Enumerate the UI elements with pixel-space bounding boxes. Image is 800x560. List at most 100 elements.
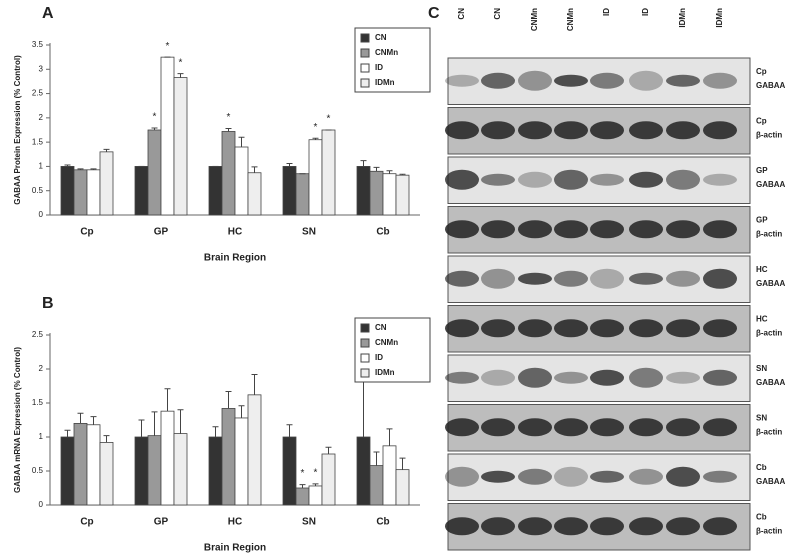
row-region: SN xyxy=(756,414,767,423)
row-region: Cb xyxy=(756,463,767,472)
bar xyxy=(382,445,397,506)
blot-band xyxy=(518,517,552,536)
blot-band xyxy=(666,371,700,384)
blot-band xyxy=(666,466,700,487)
blot-band xyxy=(518,171,552,188)
bar xyxy=(208,166,223,216)
y-tick-label: 0.5 xyxy=(32,186,44,195)
bar xyxy=(73,422,88,506)
blot-band xyxy=(590,369,624,386)
error-bar xyxy=(90,416,97,425)
x-tick-label: GP xyxy=(154,227,169,238)
error-bar xyxy=(360,160,367,167)
bar xyxy=(247,172,262,216)
blot-band xyxy=(518,319,552,338)
blot-band xyxy=(703,319,737,338)
row-protein: β-actin xyxy=(756,329,782,338)
row-region: GP xyxy=(756,216,768,225)
blot-band xyxy=(554,169,588,190)
blot-band xyxy=(629,70,663,91)
error-bar xyxy=(386,428,393,446)
row-protein: β-actin xyxy=(756,131,782,140)
blot-band xyxy=(554,220,588,239)
blot-band xyxy=(445,74,479,87)
significance: * xyxy=(166,41,170,52)
bar xyxy=(395,174,410,216)
error-bar xyxy=(360,378,367,437)
error-bar xyxy=(386,170,393,174)
blot-band xyxy=(518,70,552,91)
lane-label: IDMn xyxy=(715,8,724,28)
legend-swatch xyxy=(360,78,370,88)
bar xyxy=(234,146,249,216)
blot-band xyxy=(590,72,624,89)
blot-band xyxy=(666,517,700,536)
x-tick-label: HC xyxy=(228,517,242,528)
bar xyxy=(73,169,88,216)
bar xyxy=(321,453,336,506)
y-tick-label: 0.5 xyxy=(32,466,44,475)
legend-swatch xyxy=(360,338,370,348)
error-bar xyxy=(64,429,71,437)
y-axis-label: GABAA Protein Expression (% Control) xyxy=(13,55,22,205)
error-bar xyxy=(77,412,84,424)
significance: * xyxy=(179,57,183,68)
significance: * xyxy=(301,468,305,479)
blot-band xyxy=(518,220,552,239)
x-tick-label: GP xyxy=(154,517,169,528)
blot-band xyxy=(445,517,479,536)
blot-band xyxy=(554,74,588,87)
legend-label: ID xyxy=(375,63,383,72)
x-tick-label: SN xyxy=(302,517,316,528)
x-tick-label: SN xyxy=(302,227,316,238)
row-region: Cp xyxy=(756,117,767,126)
blot-band xyxy=(703,220,737,239)
blot-band xyxy=(590,470,624,483)
legend-label: CNMn xyxy=(375,48,398,57)
blot-band xyxy=(554,517,588,536)
bar xyxy=(173,433,188,506)
blot-band xyxy=(629,171,663,188)
bar xyxy=(173,77,188,216)
error-bar xyxy=(325,446,332,454)
blot-band xyxy=(703,72,737,89)
blot-band xyxy=(629,418,663,437)
blot-band xyxy=(554,121,588,140)
blot-band xyxy=(590,173,624,186)
error-bar xyxy=(151,411,158,436)
lane-label: CNMn xyxy=(566,8,575,31)
blot-band xyxy=(518,367,552,388)
row-protein: GABAA xyxy=(756,477,786,486)
error-bar xyxy=(251,373,258,395)
legend-swatch xyxy=(360,33,370,43)
blot-strip xyxy=(447,255,751,303)
error-bar xyxy=(251,166,258,173)
row-region: Cb xyxy=(756,513,767,522)
y-tick-label: 2.5 xyxy=(32,89,44,98)
y-axis-label: GABAA mRNA Expression (% Control) xyxy=(13,347,22,493)
bar xyxy=(99,442,114,506)
blot-band xyxy=(666,74,700,87)
bar xyxy=(395,469,410,506)
legend-label: CN xyxy=(375,33,387,42)
error-bar xyxy=(64,164,71,167)
blot-band xyxy=(666,270,700,287)
y-tick-label: 2 xyxy=(39,364,44,373)
lane-label: CN xyxy=(493,8,502,20)
blot-band xyxy=(445,319,479,338)
row-protein: GABAA xyxy=(756,378,786,387)
blot-band xyxy=(445,169,479,190)
bar xyxy=(134,166,149,216)
row-protein: β-actin xyxy=(756,230,782,239)
blot-band xyxy=(481,121,515,140)
blot-band xyxy=(703,173,737,186)
blot-band xyxy=(445,121,479,140)
blot-band xyxy=(554,270,588,287)
significance: * xyxy=(327,114,331,125)
x-tick-label: Cb xyxy=(376,227,389,238)
blot-band xyxy=(629,272,663,285)
bar xyxy=(247,394,262,506)
blot-band xyxy=(590,517,624,536)
row-region: GP xyxy=(756,166,768,175)
bar xyxy=(147,435,162,506)
